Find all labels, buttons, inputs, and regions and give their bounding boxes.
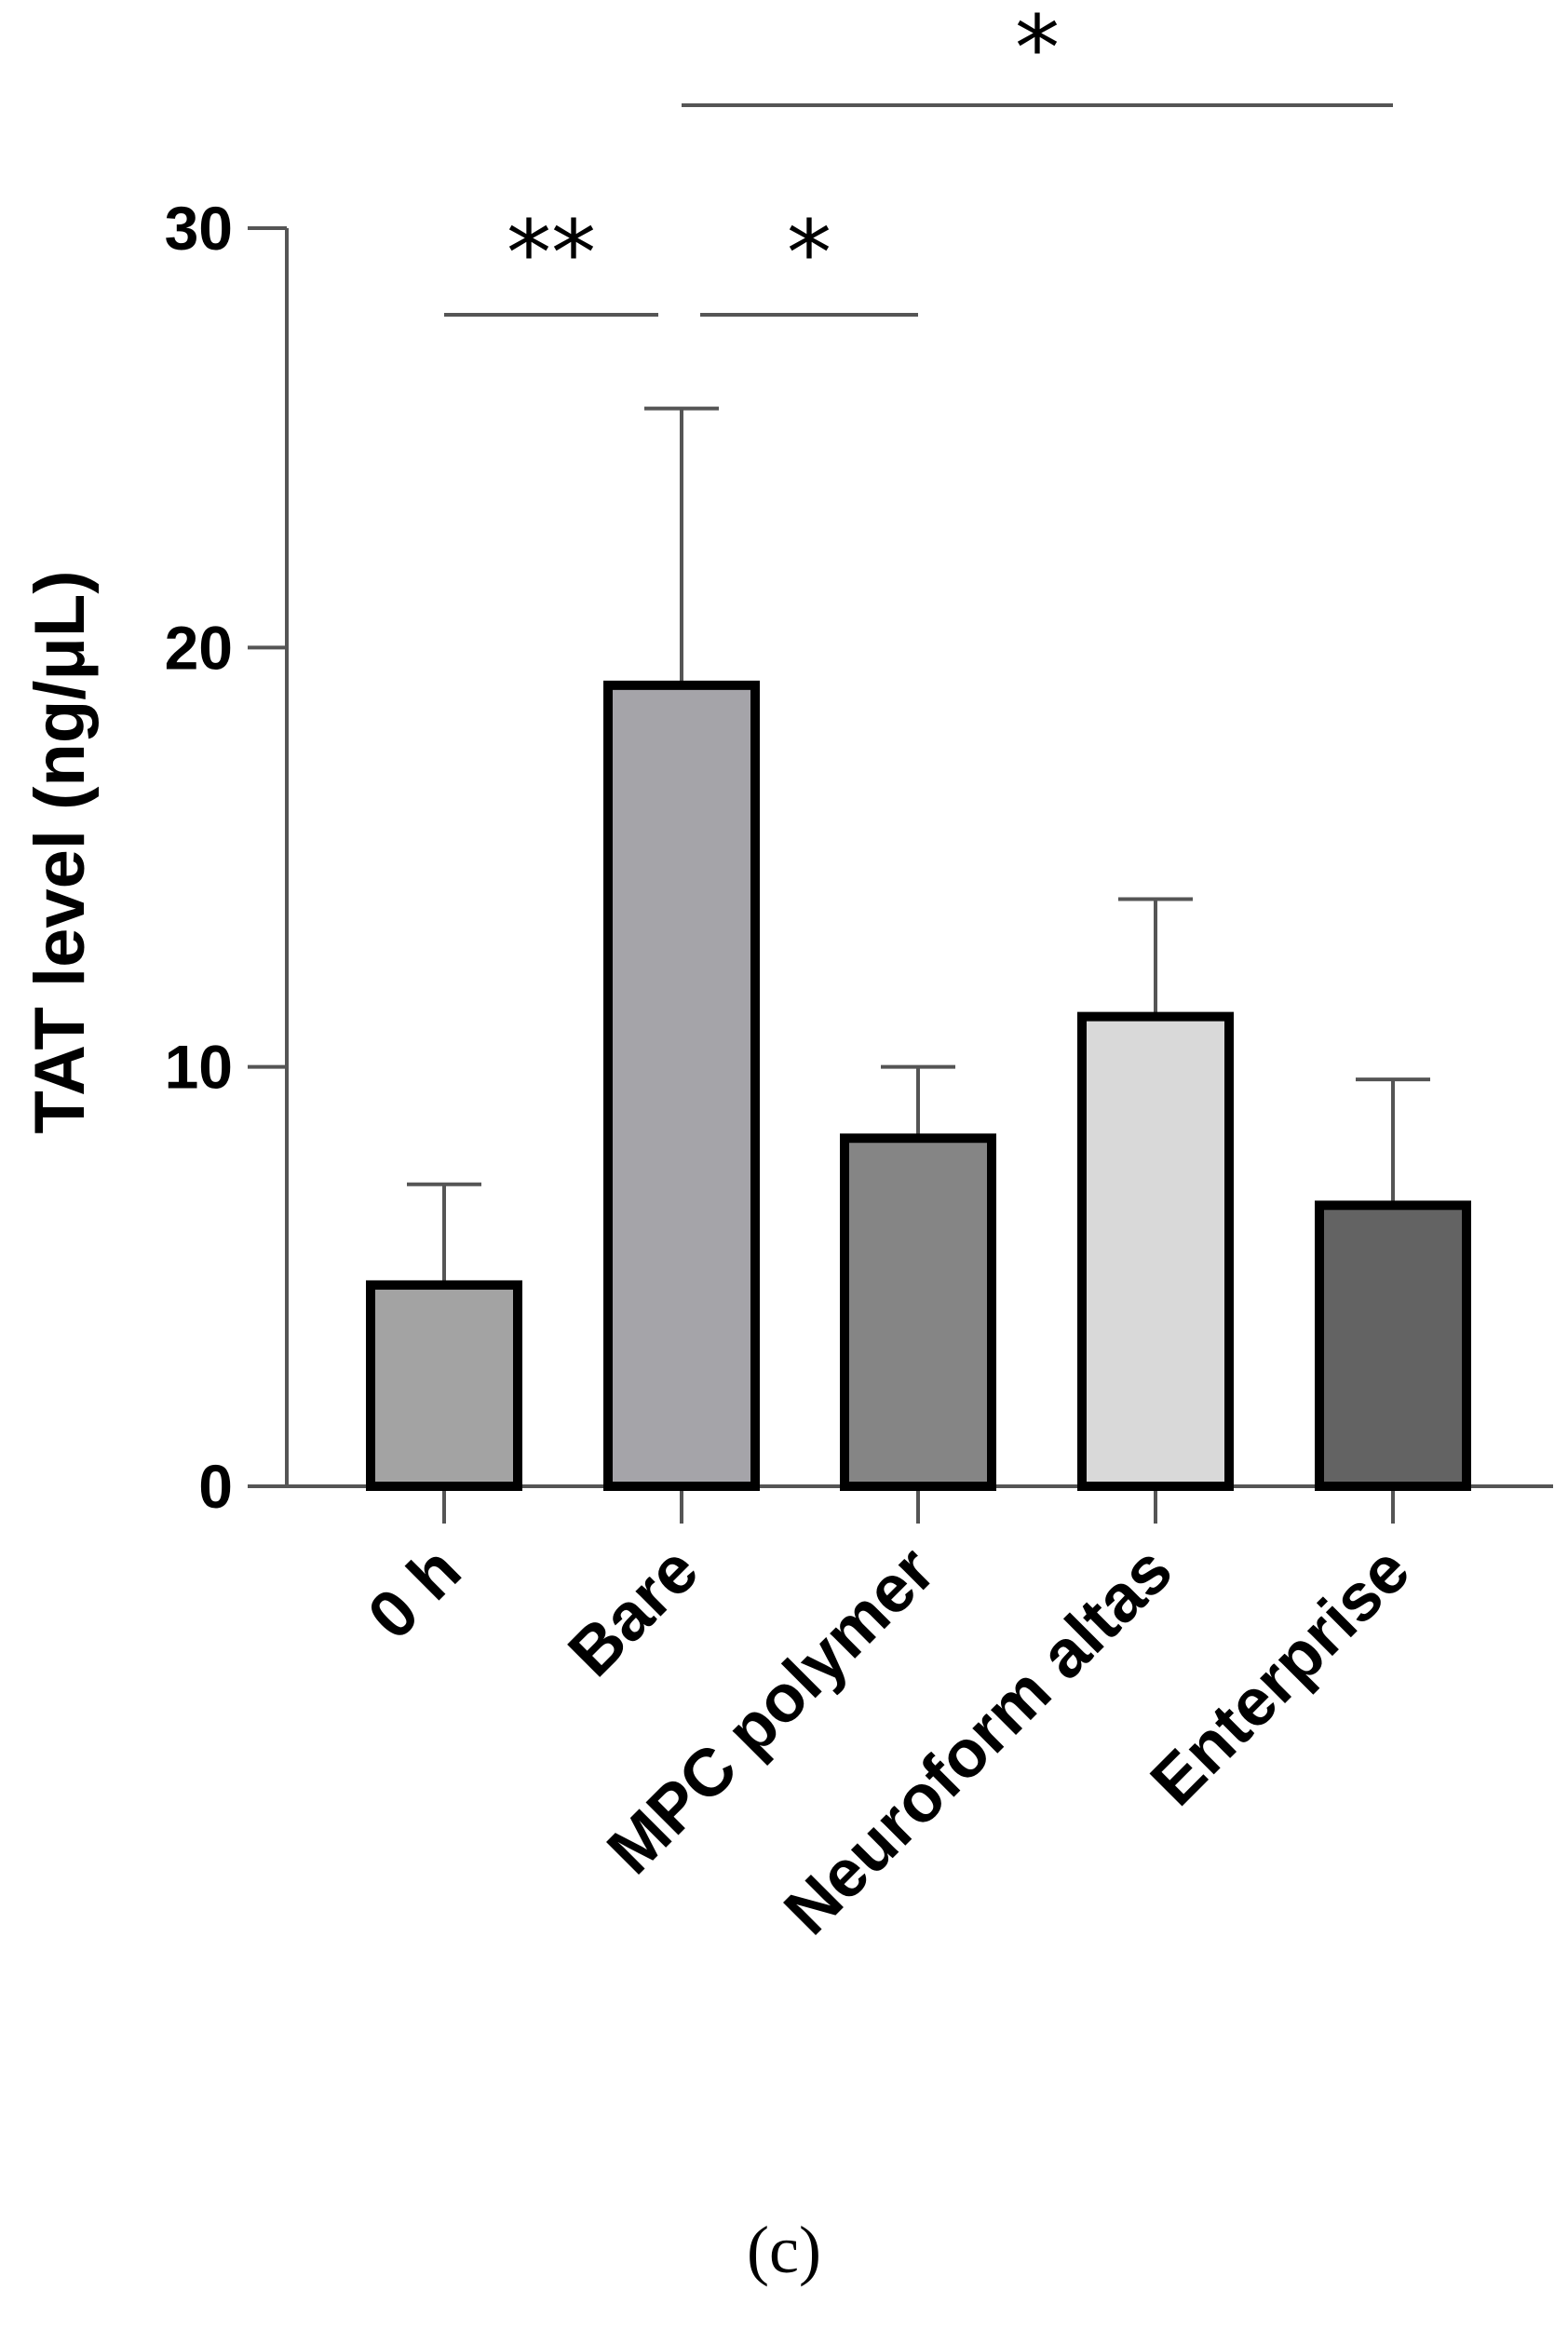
x-tick-label: 0 h	[354, 1533, 475, 1654]
y-tick-label: 20	[165, 613, 233, 682]
significance-label: *	[1015, 0, 1060, 101]
panel-label: (c)	[747, 2213, 821, 2287]
bar	[1077, 1011, 1234, 1492]
y-axis: 0 10 20 30	[165, 194, 289, 1521]
y-tick-label: 10	[165, 1033, 233, 1102]
y-tick-label: 30	[165, 194, 233, 263]
significance-label: *	[787, 201, 831, 305]
bar	[603, 680, 760, 1491]
bar	[366, 1280, 522, 1491]
y-axis-label: TAT level (ng/μL)	[20, 570, 100, 1133]
y-ticks: 0 10 20 30	[165, 194, 287, 1521]
x-tick-label: Bare	[555, 1533, 713, 1691]
bar	[840, 1133, 996, 1492]
significance-annotations: ** **	[444, 0, 1393, 317]
x-tick-label: Enterprise	[1137, 1533, 1424, 1820]
y-tick-label: 0	[198, 1452, 233, 1521]
error-bars	[407, 406, 1430, 1285]
bars	[366, 680, 1471, 1492]
significance-label: **	[507, 201, 596, 305]
bar	[1315, 1200, 1471, 1491]
